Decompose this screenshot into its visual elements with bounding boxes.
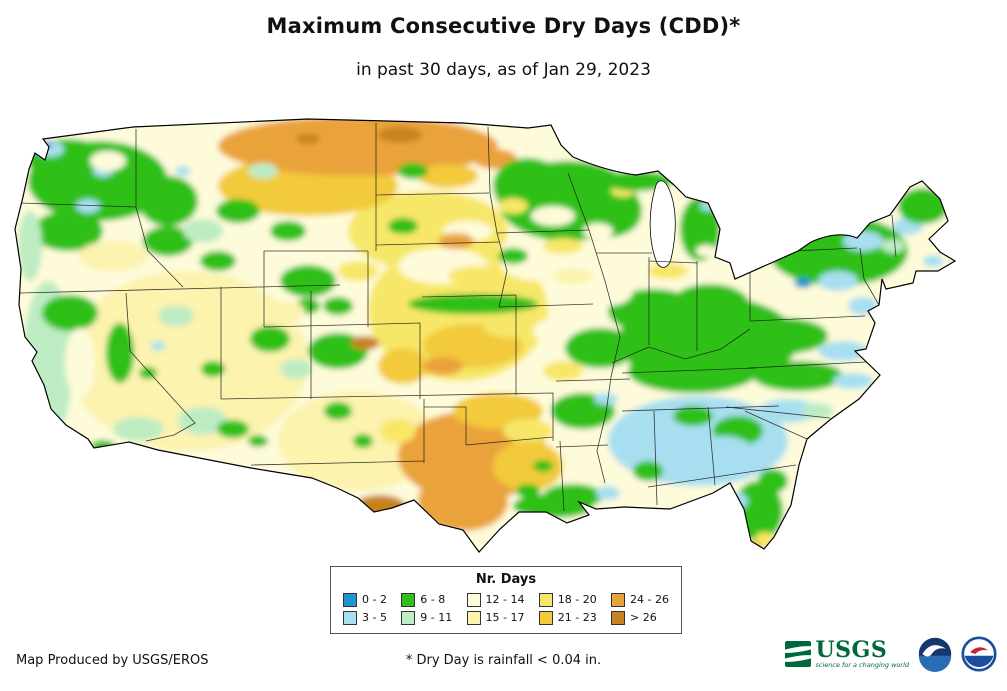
legend-label: 18 - 20 <box>557 593 597 606</box>
us-dry-days-map <box>8 110 988 562</box>
state-borders <box>19 123 897 512</box>
legend-swatch <box>538 610 553 625</box>
page-subtitle: in past 30 days, as of Jan 29, 2023 <box>356 60 651 80</box>
legend-label: 9 - 11 <box>420 611 453 624</box>
legend-item: 9 - 11 <box>401 609 452 626</box>
legend-label: 3 - 5 <box>362 611 387 624</box>
legend-item: > 26 <box>611 609 669 626</box>
legend-item: 0 - 2 <box>343 591 387 608</box>
nws-logo-icon <box>961 636 997 672</box>
legend-label: 6 - 8 <box>420 593 446 606</box>
legend-item: 15 - 17 <box>466 609 525 626</box>
legend-swatch <box>343 610 357 625</box>
legend: Nr. Days 0 - 2 3 - 5 6 - 8 9 - 11 12 - 14 15 … <box>330 566 682 634</box>
usgs-tagline: science for a changing world <box>815 661 909 670</box>
agency-logos: USGS science for a changing world <box>785 636 997 672</box>
legend-swatch <box>611 592 625 607</box>
legend-label: 24 - 26 <box>630 593 669 606</box>
usgs-logo: USGS science for a changing world <box>785 639 909 669</box>
page-title: Maximum Consecutive Dry Days (CDD)* <box>266 14 741 38</box>
legend-label: 12 - 14 <box>485 593 525 606</box>
legend-label: 21 - 23 <box>557 611 597 624</box>
legend-label: 15 - 17 <box>485 611 525 624</box>
legend-swatch <box>611 610 625 625</box>
us-outline <box>14 118 957 553</box>
usgs-logo-text: USGS <box>815 637 888 664</box>
us-map-svg <box>14 118 957 553</box>
legend-label: > 26 <box>630 611 657 624</box>
legend-swatch <box>466 610 481 625</box>
dry-day-definition-note: * Dry Day is rainfall < 0.04 in. <box>405 653 602 668</box>
legend-item: 12 - 14 <box>466 591 525 608</box>
dry-days-choropleth <box>15 119 955 552</box>
legend-swatch <box>466 592 481 607</box>
map-credit: Map Produced by USGS/EROS <box>16 653 209 668</box>
legend-swatch <box>343 592 357 607</box>
legend-grid: 0 - 2 3 - 5 6 - 8 9 - 11 12 - 14 15 - 17 18 - … <box>343 591 669 626</box>
noaa-logo-icon <box>918 637 952 672</box>
legend-item: 6 - 8 <box>401 591 452 608</box>
legend-label: 0 - 2 <box>362 593 387 606</box>
legend-title: Nr. Days <box>475 572 537 587</box>
usgs-wave-icon <box>785 641 812 667</box>
legend-swatch <box>538 592 553 607</box>
legend-item: 18 - 20 <box>538 591 597 608</box>
legend-item: 21 - 23 <box>538 609 597 626</box>
legend-swatch <box>401 610 416 625</box>
legend-swatch <box>401 592 416 607</box>
legend-item: 3 - 5 <box>343 609 387 626</box>
legend-item: 24 - 26 <box>611 591 669 608</box>
lake-michigan <box>649 180 676 268</box>
